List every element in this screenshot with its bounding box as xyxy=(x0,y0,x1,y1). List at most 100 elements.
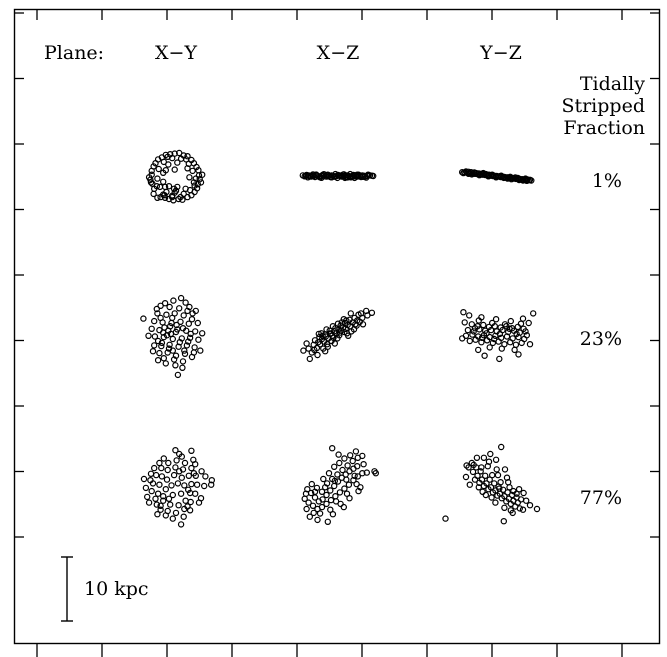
data-point xyxy=(165,161,172,168)
data-point xyxy=(318,488,326,495)
data-point xyxy=(168,482,175,489)
fraction-header-line3: Fraction xyxy=(563,117,645,139)
data-point xyxy=(482,170,489,178)
data-point xyxy=(198,171,206,178)
data-point xyxy=(469,331,476,338)
data-point xyxy=(488,494,495,501)
scale-bar-label: 10 kpc xyxy=(84,578,149,600)
data-point xyxy=(318,503,326,511)
data-point xyxy=(314,351,321,359)
data-point xyxy=(145,499,153,506)
data-point xyxy=(363,307,370,315)
data-point xyxy=(487,450,494,458)
data-point xyxy=(336,332,343,339)
data-point xyxy=(477,468,484,475)
data-point xyxy=(533,505,541,513)
data-point xyxy=(186,489,194,497)
data-point xyxy=(330,334,337,341)
data-point xyxy=(159,493,167,500)
data-point xyxy=(306,355,313,363)
data-point xyxy=(359,173,367,180)
data-point xyxy=(163,311,170,318)
data-point xyxy=(197,495,205,502)
data-point xyxy=(164,466,171,474)
data-point xyxy=(471,476,479,483)
data-point xyxy=(202,473,209,480)
data-point xyxy=(184,307,191,315)
data-point xyxy=(475,484,482,491)
data-point xyxy=(487,326,495,334)
data-point xyxy=(516,505,524,512)
data-point xyxy=(145,332,152,339)
data-point xyxy=(515,351,522,358)
data-point xyxy=(347,452,354,459)
row-fraction-1: 1% xyxy=(592,170,622,192)
data-point xyxy=(364,171,372,178)
data-point xyxy=(306,513,313,520)
data-point xyxy=(172,362,179,369)
data-point xyxy=(359,470,366,477)
data-point xyxy=(303,340,310,347)
data-point xyxy=(152,495,159,502)
data-point xyxy=(191,461,199,468)
data-point xyxy=(357,484,364,491)
data-point xyxy=(165,459,172,467)
data-point xyxy=(179,358,187,365)
data-point xyxy=(483,330,490,337)
data-point xyxy=(498,345,505,352)
data-point xyxy=(175,305,183,312)
data-point xyxy=(334,335,341,342)
data-point xyxy=(313,171,320,178)
data-point xyxy=(186,174,193,181)
data-point xyxy=(190,349,198,356)
data-point xyxy=(329,511,337,518)
column-header-yz: Y−Z xyxy=(479,42,522,64)
data-point xyxy=(345,332,352,339)
data-point xyxy=(336,489,344,496)
data-point xyxy=(157,506,164,513)
data-point xyxy=(302,490,310,497)
data-point xyxy=(150,342,158,349)
plane-label: Plane: xyxy=(44,42,104,64)
data-point xyxy=(525,319,532,327)
data-point xyxy=(154,310,161,317)
data-point xyxy=(504,175,511,182)
data-point xyxy=(489,319,496,327)
data-point xyxy=(476,479,483,486)
data-point xyxy=(486,344,493,351)
data-point xyxy=(305,499,312,506)
data-point xyxy=(195,336,202,343)
data-point xyxy=(182,299,189,306)
data-point xyxy=(153,305,160,313)
data-point xyxy=(324,343,331,350)
data-point xyxy=(493,466,500,473)
data-point xyxy=(327,506,334,513)
data-point xyxy=(150,464,158,472)
data-point xyxy=(481,352,488,359)
data-point xyxy=(192,175,199,182)
data-point xyxy=(169,515,176,522)
data-point xyxy=(174,480,182,487)
data-point xyxy=(513,490,520,497)
data-point xyxy=(191,182,198,189)
data-point xyxy=(178,453,185,460)
data-point xyxy=(163,332,171,339)
data-point xyxy=(173,321,180,329)
data-point xyxy=(459,335,466,342)
data-point xyxy=(181,459,189,467)
data-point xyxy=(496,355,503,363)
data-point xyxy=(181,350,189,357)
data-point xyxy=(353,322,360,329)
data-point xyxy=(360,461,367,468)
data-point xyxy=(463,462,470,469)
data-point xyxy=(336,329,344,336)
data-point xyxy=(300,347,307,354)
data-point xyxy=(335,451,342,458)
data-point xyxy=(343,476,350,483)
data-point xyxy=(341,455,348,462)
data-point xyxy=(357,310,365,317)
data-point xyxy=(166,303,173,311)
data-point xyxy=(345,481,353,488)
data-point xyxy=(177,294,185,302)
data-point xyxy=(174,371,182,379)
